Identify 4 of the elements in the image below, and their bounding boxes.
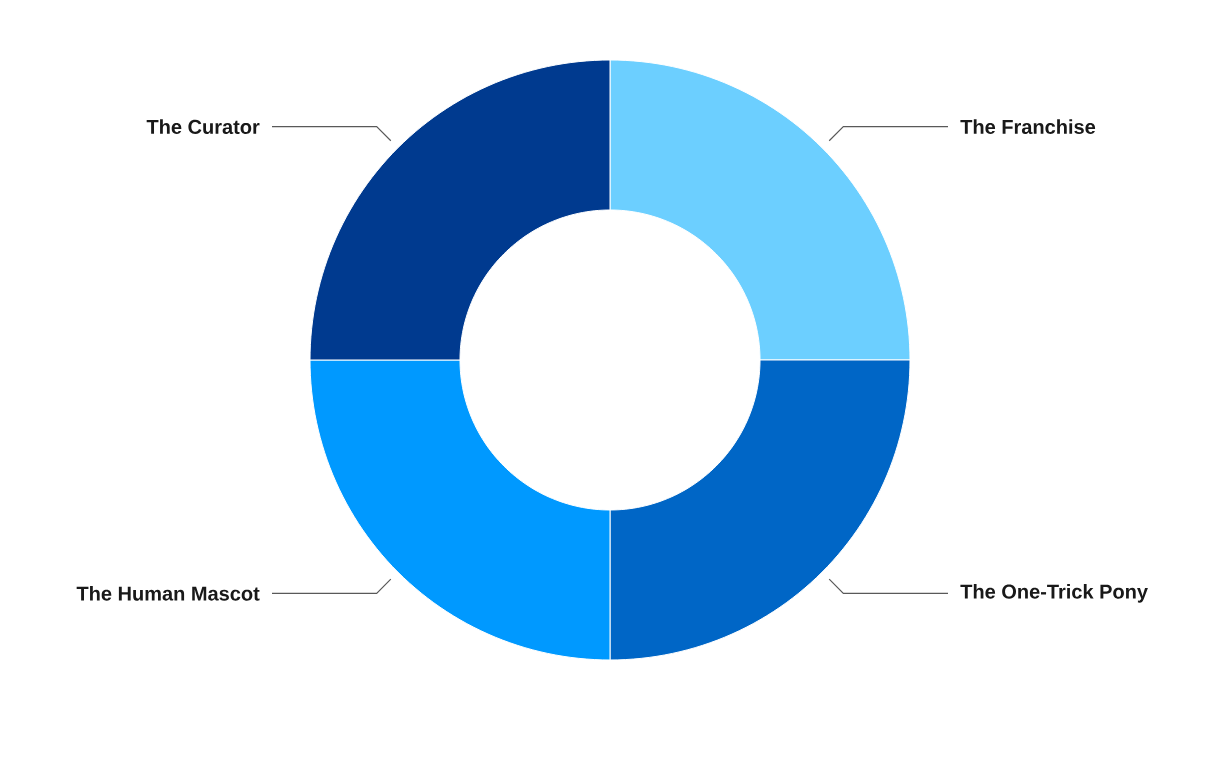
slice-label: The Curator: [146, 119, 260, 134]
slice-label: The Franchise: [960, 119, 1096, 134]
slice-label: The One-Trick Pony: [960, 584, 1148, 603]
slice-label: The Human Mascot: [76, 585, 260, 601]
